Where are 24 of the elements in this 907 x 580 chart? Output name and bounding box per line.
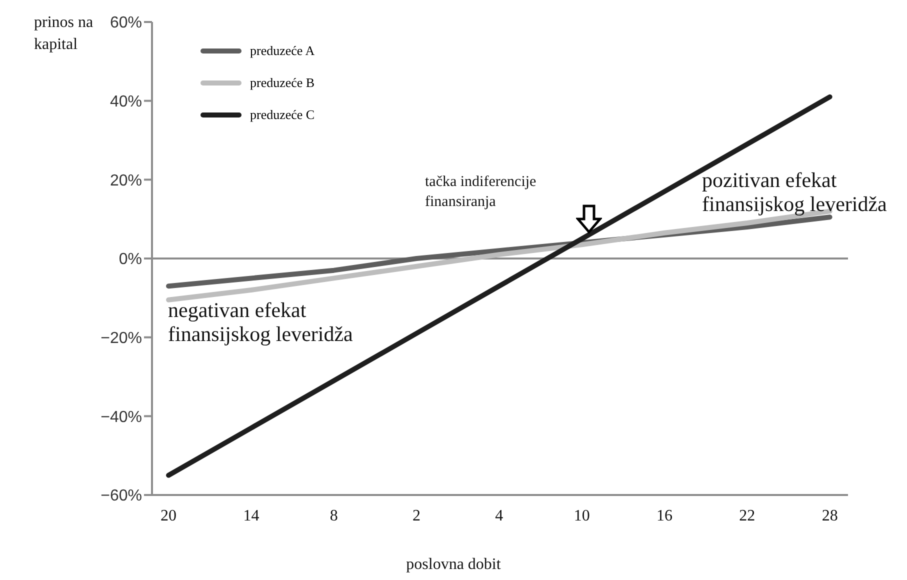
x-tick-label: 4	[495, 507, 504, 524]
x-tick-label: 14	[243, 507, 260, 524]
y-tick-label: 20%	[110, 172, 142, 190]
x-tick-label: 16	[656, 507, 672, 524]
y-tick-label: −20%	[100, 330, 142, 348]
y-tick-label: 60%	[110, 14, 142, 32]
legend-label: preduzeće B	[250, 75, 315, 91]
x-tick-label: 8	[330, 507, 338, 524]
y-tick-label: −40%	[100, 408, 142, 426]
y-tick-label: −60%	[100, 488, 142, 505]
x-tick-label: 28	[822, 507, 838, 524]
y-tick-label: 40%	[110, 94, 142, 111]
y-axis-title: prinos na kapital	[34, 14, 94, 53]
annotation: pozitivan efekat finansijskog leveridža	[702, 168, 887, 216]
annotation: negativan efekat finansijskog leveridža	[168, 298, 353, 346]
annotation: tačka indiferencije finansiranja	[425, 173, 536, 212]
x-tick-label: 20	[160, 507, 177, 524]
legend-label: preduzeće A	[250, 43, 315, 59]
x-tick-label: 2	[412, 507, 421, 524]
y-tick-label: 0%	[118, 251, 142, 268]
x-axis-title: poslovna dobit	[405, 556, 502, 574]
x-tick-label: 22	[739, 507, 756, 524]
legend-label: preduzeće C	[250, 107, 315, 123]
x-tick-label: 10	[574, 507, 590, 524]
